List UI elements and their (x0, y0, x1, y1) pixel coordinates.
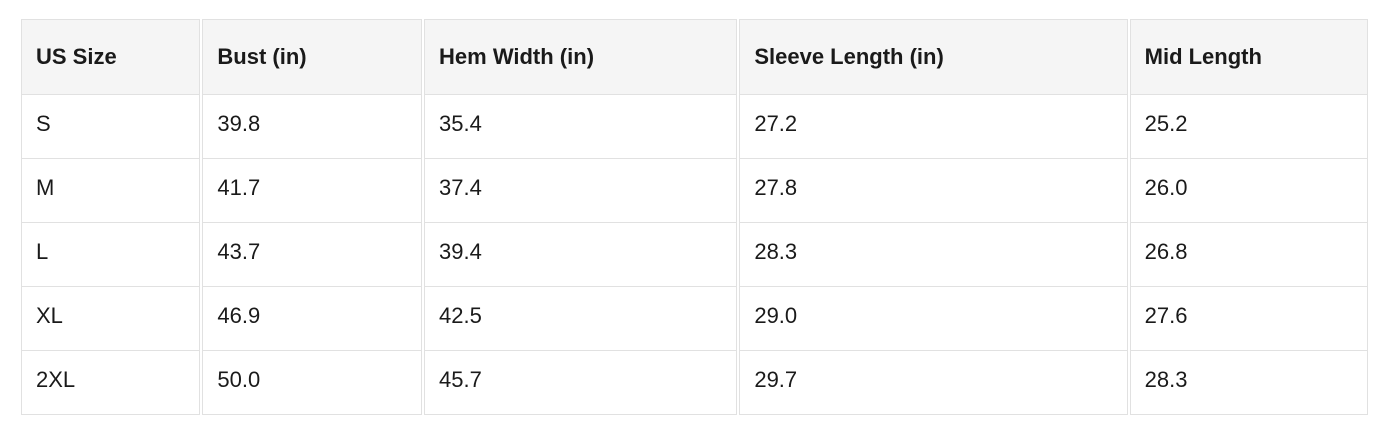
size-cell: 2XL (21, 351, 201, 415)
header-row: US Size Bust (in) Hem Width (in) Sleeve … (21, 19, 1368, 95)
measurement-cell: 27.8 (739, 159, 1128, 223)
column-header-hem-width: Hem Width (in) (424, 19, 738, 95)
measurement-cell: 39.4 (424, 223, 738, 287)
size-chart-body: S 39.8 35.4 27.2 25.2 M 41.7 37.4 27.8 26.0 L 43.7 3… (21, 95, 1368, 415)
measurement-cell: 35.4 (424, 95, 738, 159)
measurement-cell: 43.7 (202, 223, 423, 287)
size-chart-table: US Size Bust (in) Hem Width (in) Sleeve … (19, 19, 1370, 415)
column-header-mid-length: Mid Length (1129, 19, 1368, 95)
measurement-cell: 27.6 (1129, 287, 1368, 351)
measurement-cell: 37.4 (424, 159, 738, 223)
table-row: 2XL 50.0 45.7 29.7 28.3 (21, 351, 1368, 415)
measurement-cell: 45.7 (424, 351, 738, 415)
measurement-cell: 26.0 (1129, 159, 1368, 223)
size-cell: S (21, 95, 201, 159)
measurement-cell: 26.8 (1129, 223, 1368, 287)
measurement-cell: 41.7 (202, 159, 423, 223)
measurement-cell: 50.0 (202, 351, 423, 415)
column-header-bust: Bust (in) (202, 19, 423, 95)
size-cell: M (21, 159, 201, 223)
table-row: S 39.8 35.4 27.2 25.2 (21, 95, 1368, 159)
size-cell: L (21, 223, 201, 287)
size-cell: XL (21, 287, 201, 351)
table-row: M 41.7 37.4 27.8 26.0 (21, 159, 1368, 223)
measurement-cell: 27.2 (739, 95, 1128, 159)
measurement-cell: 28.3 (739, 223, 1128, 287)
table-row: XL 46.9 42.5 29.0 27.6 (21, 287, 1368, 351)
measurement-cell: 42.5 (424, 287, 738, 351)
column-header-us-size: US Size (21, 19, 201, 95)
measurement-cell: 25.2 (1129, 95, 1368, 159)
measurement-cell: 39.8 (202, 95, 423, 159)
measurement-cell: 46.9 (202, 287, 423, 351)
measurement-cell: 28.3 (1129, 351, 1368, 415)
measurement-cell: 29.7 (739, 351, 1128, 415)
column-header-sleeve-length: Sleeve Length (in) (739, 19, 1128, 95)
table-row: L 43.7 39.4 28.3 26.8 (21, 223, 1368, 287)
measurement-cell: 29.0 (739, 287, 1128, 351)
